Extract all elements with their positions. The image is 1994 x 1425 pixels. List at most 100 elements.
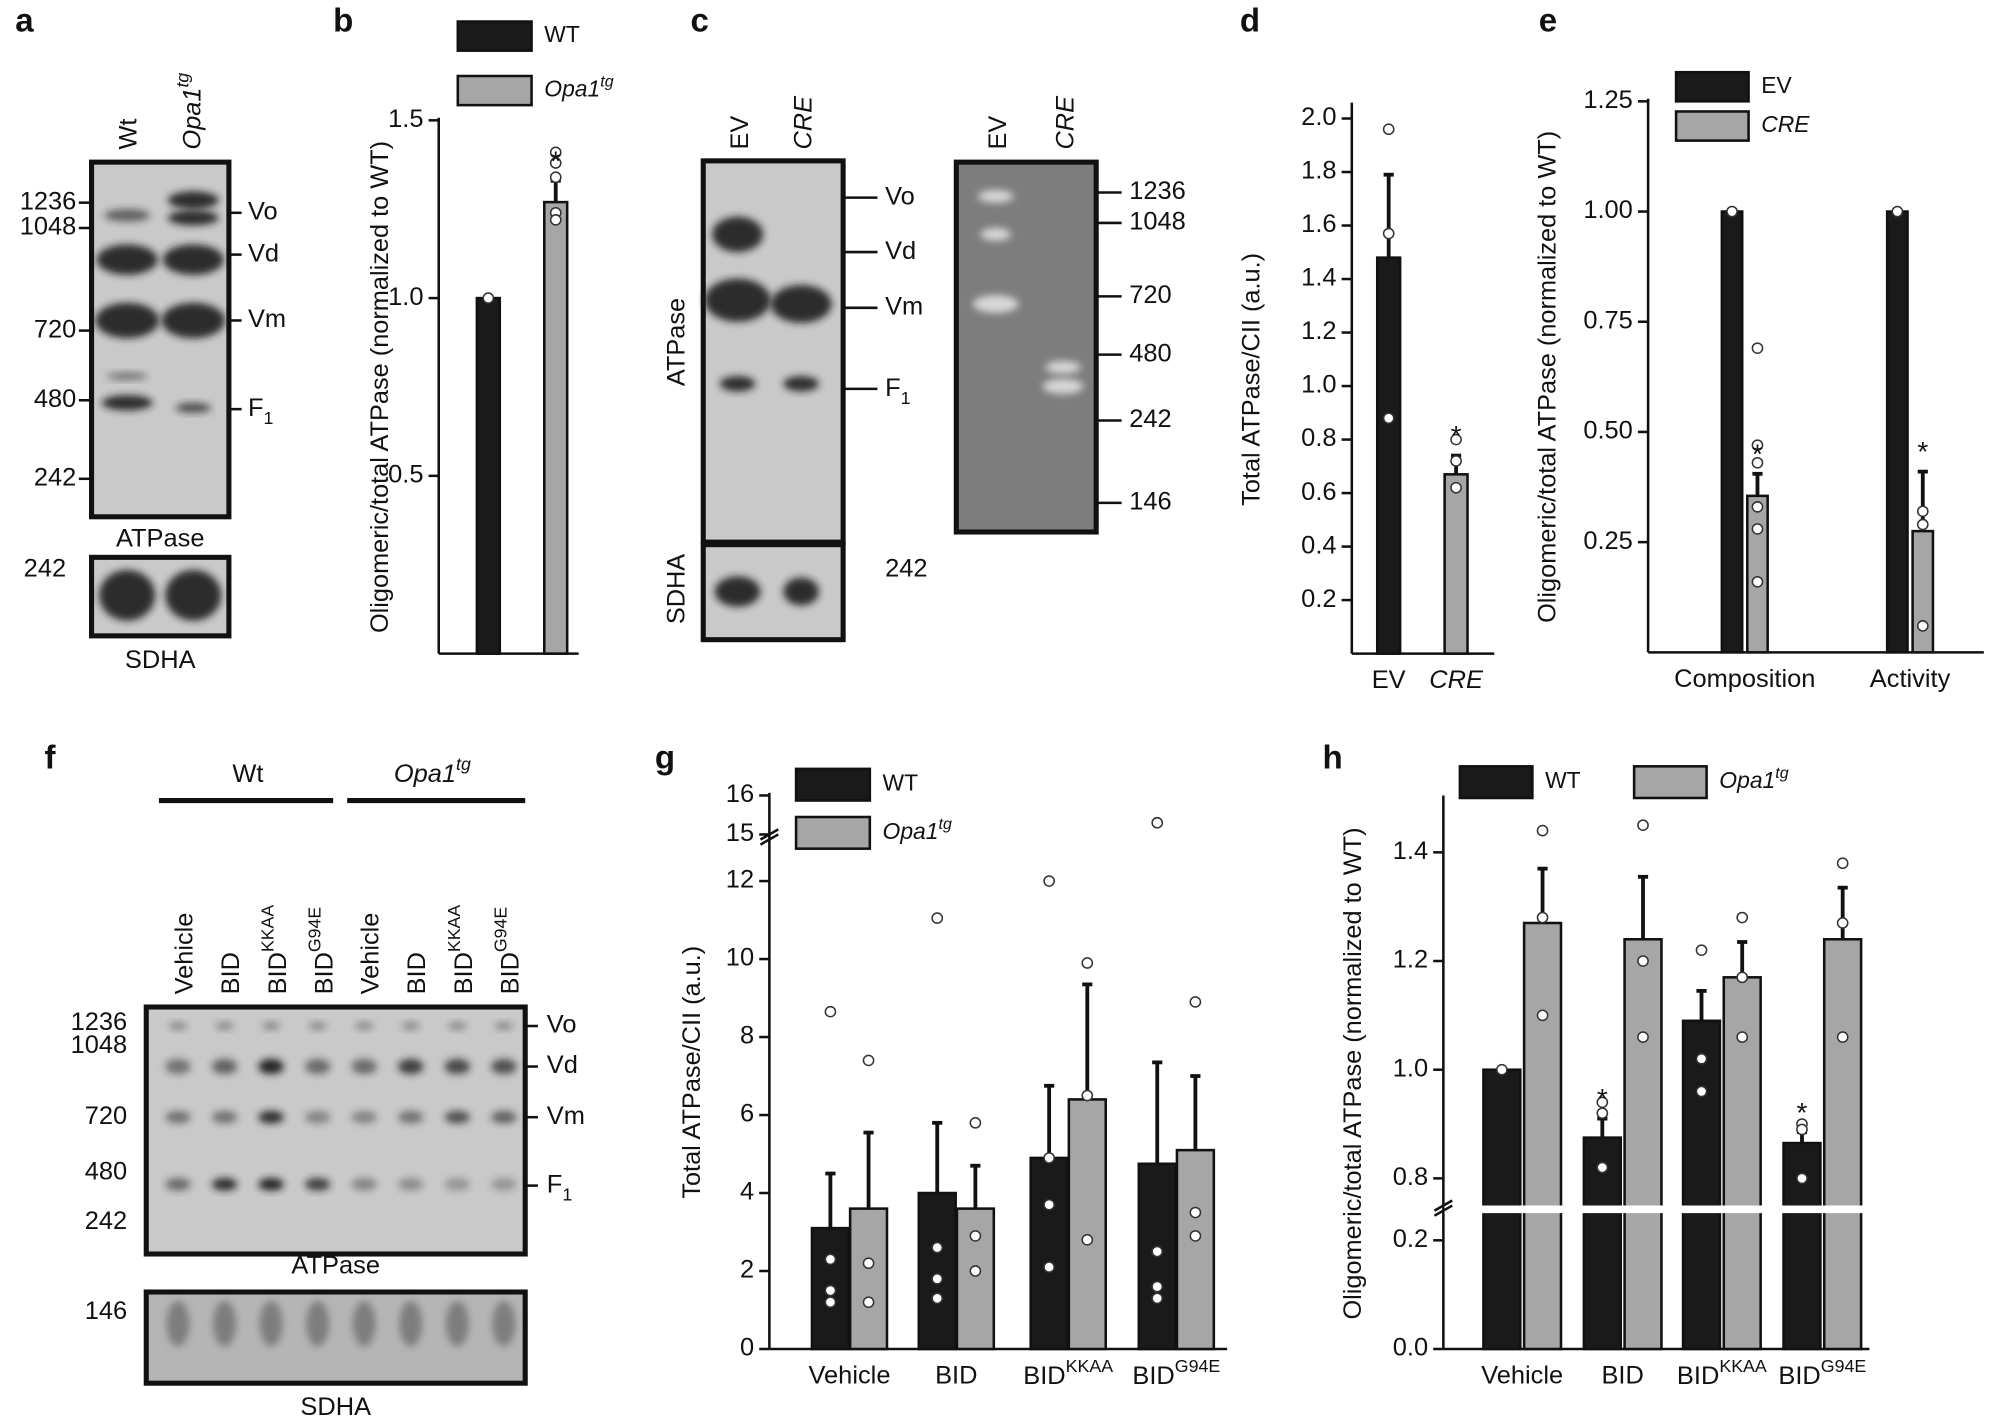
band: [398, 1110, 424, 1124]
data-point: [1596, 1161, 1609, 1174]
band: [351, 1110, 377, 1124]
bar: [1623, 938, 1663, 1351]
y-axis-label: Total ATPase/CII (a.u.): [1237, 253, 1265, 506]
data-point: [1450, 481, 1462, 494]
label: 1048: [20, 213, 77, 241]
bar: [1822, 938, 1863, 1351]
data-point: [824, 1296, 837, 1309]
data-point: [549, 214, 562, 226]
legend-label: Opa1tg: [883, 816, 952, 844]
label-part: BID: [310, 952, 338, 994]
data-point: [1043, 875, 1055, 887]
data-point: [1751, 439, 1764, 451]
significance-label: *: [1917, 436, 1928, 467]
label: Vm: [885, 293, 923, 321]
label-part: F: [547, 1170, 563, 1198]
y-axis-label: Oligomeric/total ATPase (normalized to W…: [1534, 131, 1562, 623]
band: [704, 278, 771, 322]
data-point: [1736, 911, 1749, 924]
band: [977, 190, 1014, 203]
data-point: [1751, 342, 1764, 355]
label-part: Opa1: [883, 818, 939, 844]
label: Vo: [248, 198, 278, 226]
band: [258, 1178, 284, 1191]
label-part: F: [885, 374, 901, 402]
legend-label: CRE: [1761, 111, 1810, 137]
band: [980, 228, 1011, 241]
data-point: [969, 1117, 982, 1129]
blot-frame: [143, 1289, 528, 1386]
label-part: Opa1: [1719, 767, 1775, 793]
label-part: tg: [600, 73, 613, 90]
panel-label: f: [45, 739, 57, 776]
data-point: [1382, 123, 1395, 136]
band: [304, 1110, 331, 1124]
data-point: [1836, 857, 1849, 870]
band: [712, 216, 764, 253]
band: [304, 1058, 331, 1075]
y-tick-label: 1.5: [388, 105, 423, 133]
panel-label: h: [1323, 739, 1343, 776]
band: [1042, 378, 1084, 394]
data-point: [1695, 1053, 1708, 1065]
data-point: [1736, 971, 1749, 984]
label-part: BID: [450, 952, 478, 994]
data-point: [931, 1241, 944, 1254]
band: [162, 244, 224, 275]
y-tick-label: 0.2: [1301, 585, 1336, 613]
data-point: [1536, 911, 1549, 924]
significance-label: *: [1597, 1083, 1608, 1114]
band: [783, 376, 819, 392]
bar: [1746, 494, 1769, 654]
label: CRE: [1052, 95, 1080, 150]
label: Vo: [547, 1011, 577, 1039]
significance-label: *: [1752, 438, 1763, 469]
data-point: [1536, 1009, 1549, 1022]
label: 1048: [71, 1031, 128, 1059]
y-tick-label: 1.6: [1301, 210, 1336, 238]
band: [165, 1110, 191, 1124]
label-part: tg: [1775, 765, 1788, 782]
y-tick-label: 0: [740, 1334, 754, 1362]
label-part: KKAA: [444, 905, 464, 952]
label: Vm: [547, 1102, 585, 1130]
label: Vm: [248, 305, 286, 333]
band: [491, 1110, 517, 1124]
data-point: [862, 1054, 875, 1067]
data-point: [824, 1005, 837, 1018]
legend-swatch: [456, 20, 533, 52]
band: [165, 1058, 191, 1075]
x-tick-label: Activity: [1870, 665, 1951, 693]
data-point: [549, 171, 562, 184]
label: ATPase: [662, 298, 690, 386]
y-tick-label: 6: [740, 1100, 754, 1128]
data-point: [1796, 1172, 1808, 1185]
band: [161, 302, 226, 339]
band: [258, 1058, 284, 1075]
band: [259, 1300, 283, 1347]
data-point: [482, 292, 495, 304]
label-part: 1: [901, 388, 911, 408]
band: [398, 1178, 424, 1191]
bar: [917, 1191, 957, 1351]
y-tick-label: 0.75: [1583, 306, 1632, 334]
y-tick-label: 1.2: [1393, 946, 1428, 974]
x-tick-label: BIDG94E: [1778, 1356, 1866, 1390]
label-part: tg: [456, 754, 471, 774]
label: 1236: [71, 1008, 128, 1036]
y-tick-label: 2: [740, 1256, 754, 1284]
bar: [1175, 1148, 1216, 1351]
label-part: Opa1: [178, 88, 206, 150]
bar: [1067, 1098, 1108, 1351]
band: [351, 1058, 377, 1075]
label-part: G94E: [490, 907, 510, 952]
band: [351, 1178, 377, 1191]
bar: [475, 296, 502, 655]
legend-label: WT: [544, 21, 580, 47]
label: Wt: [232, 760, 263, 788]
data-point: [1081, 1089, 1094, 1102]
data-point: [1189, 1206, 1202, 1219]
band: [401, 1022, 420, 1030]
y-tick-label: 8: [740, 1022, 754, 1050]
label: 1236: [20, 187, 77, 215]
